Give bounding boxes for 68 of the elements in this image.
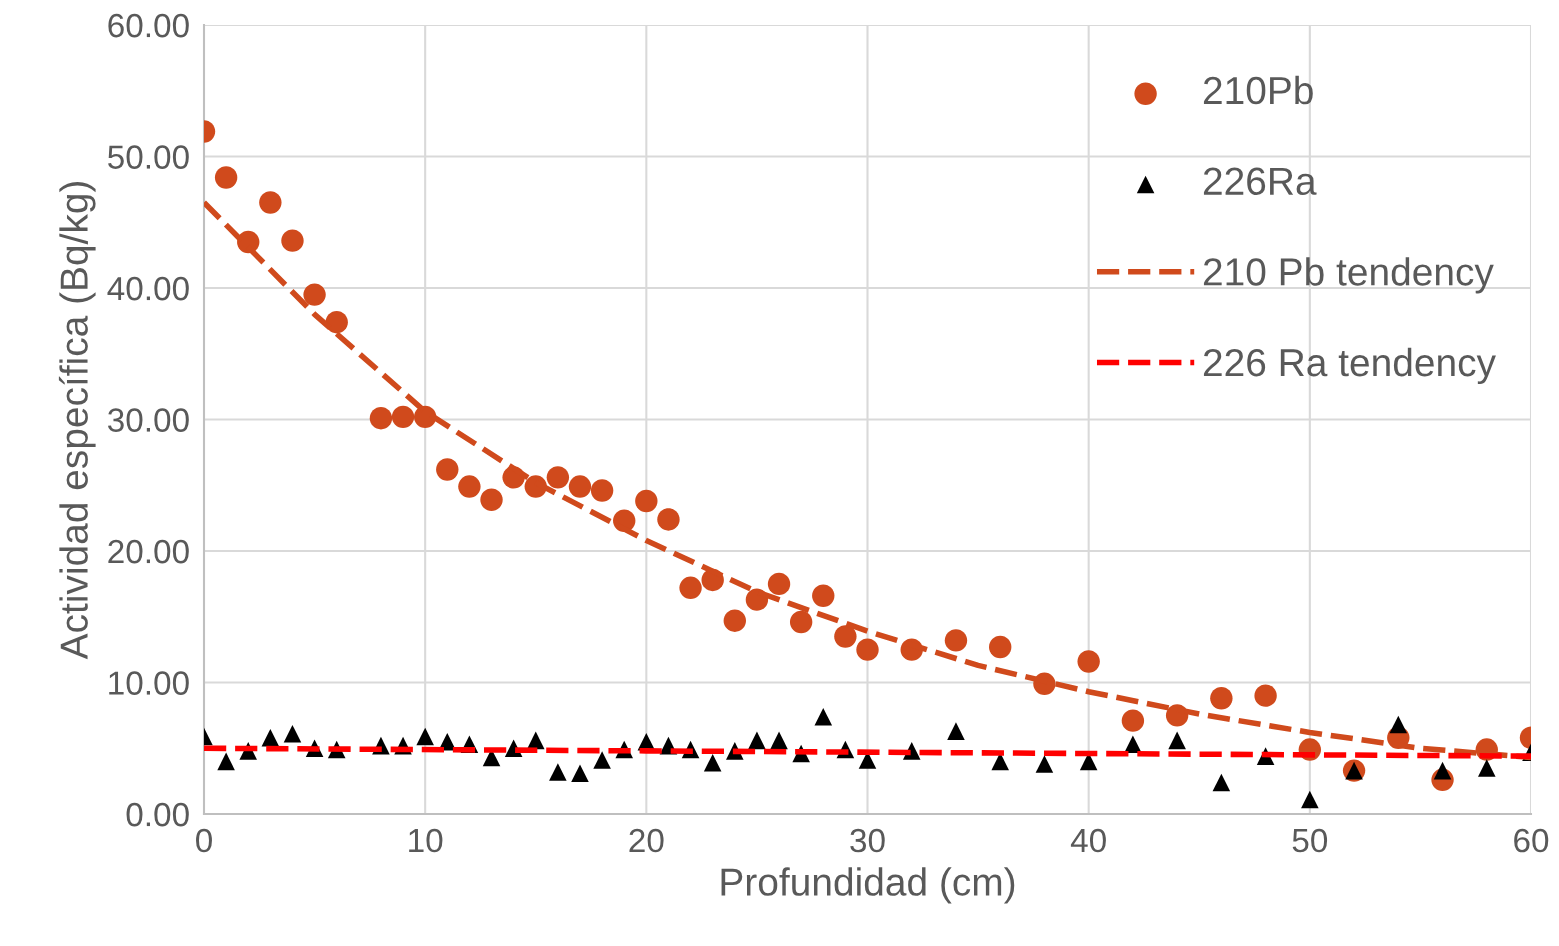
point [568, 475, 592, 498]
point [1433, 761, 1452, 780]
y-tick-label: 0.00 [126, 802, 189, 827]
y-tick-label: 60.00 [108, 13, 189, 38]
point [748, 731, 766, 750]
legend-label: 210Pb [1203, 75, 1313, 105]
point [391, 405, 415, 429]
point [947, 722, 965, 740]
y-tick-label: 30.00 [107, 408, 189, 432]
point [1035, 755, 1054, 773]
point [217, 752, 235, 771]
point [1077, 650, 1100, 673]
point [571, 764, 589, 783]
legend-label: 210 Pb tendency [1203, 257, 1494, 294]
point [856, 638, 879, 661]
point [679, 576, 702, 600]
x-tick-label: 0 [196, 828, 212, 853]
x-tick-label: 40 [1070, 828, 1106, 853]
point [989, 635, 1012, 659]
x-tick-label: 60 [1514, 828, 1549, 853]
x-tick-label: 20 [629, 828, 664, 853]
point [436, 458, 459, 481]
point [657, 508, 680, 531]
point [259, 191, 282, 214]
point [480, 488, 503, 511]
point [593, 751, 611, 769]
x-tick-label: 30 [850, 828, 885, 853]
point [1301, 790, 1319, 809]
point [1254, 684, 1277, 707]
x-tick-label: 10 [409, 828, 443, 853]
point [1210, 687, 1233, 710]
point [1124, 735, 1142, 754]
x-tick-label: 50 [1292, 828, 1328, 853]
point [416, 727, 434, 746]
point [546, 466, 570, 489]
point [834, 625, 857, 648]
point [214, 166, 238, 189]
point [261, 728, 280, 747]
y-tick-label: 10.00 [109, 671, 189, 695]
point [549, 763, 567, 781]
point [325, 310, 348, 334]
point [1477, 759, 1496, 777]
point [369, 406, 393, 430]
point [812, 584, 835, 607]
point [303, 283, 326, 306]
point [1212, 773, 1231, 792]
point [635, 489, 658, 513]
point [1121, 709, 1145, 732]
point [814, 707, 833, 726]
legend-label: 226Ra [1203, 167, 1317, 196]
point [1168, 731, 1186, 750]
point [703, 753, 722, 772]
point [767, 572, 791, 596]
point [770, 731, 788, 750]
x-axis-title: Profundidad (cm) [721, 867, 1015, 904]
y-tick-label: 50.00 [108, 145, 189, 169]
point [283, 725, 302, 743]
point [723, 609, 746, 632]
point [789, 610, 813, 634]
point [590, 479, 614, 502]
y-axis-title: Actividad específica (Bq/kg) [58, 181, 96, 660]
point [944, 629, 968, 652]
point [458, 475, 481, 498]
legend-label: 226 Ra tendency [1203, 347, 1496, 385]
y-tick-label: 20.00 [108, 539, 189, 564]
point [1389, 715, 1408, 734]
y-tick-label: 40.00 [107, 276, 189, 301]
point [281, 229, 304, 252]
